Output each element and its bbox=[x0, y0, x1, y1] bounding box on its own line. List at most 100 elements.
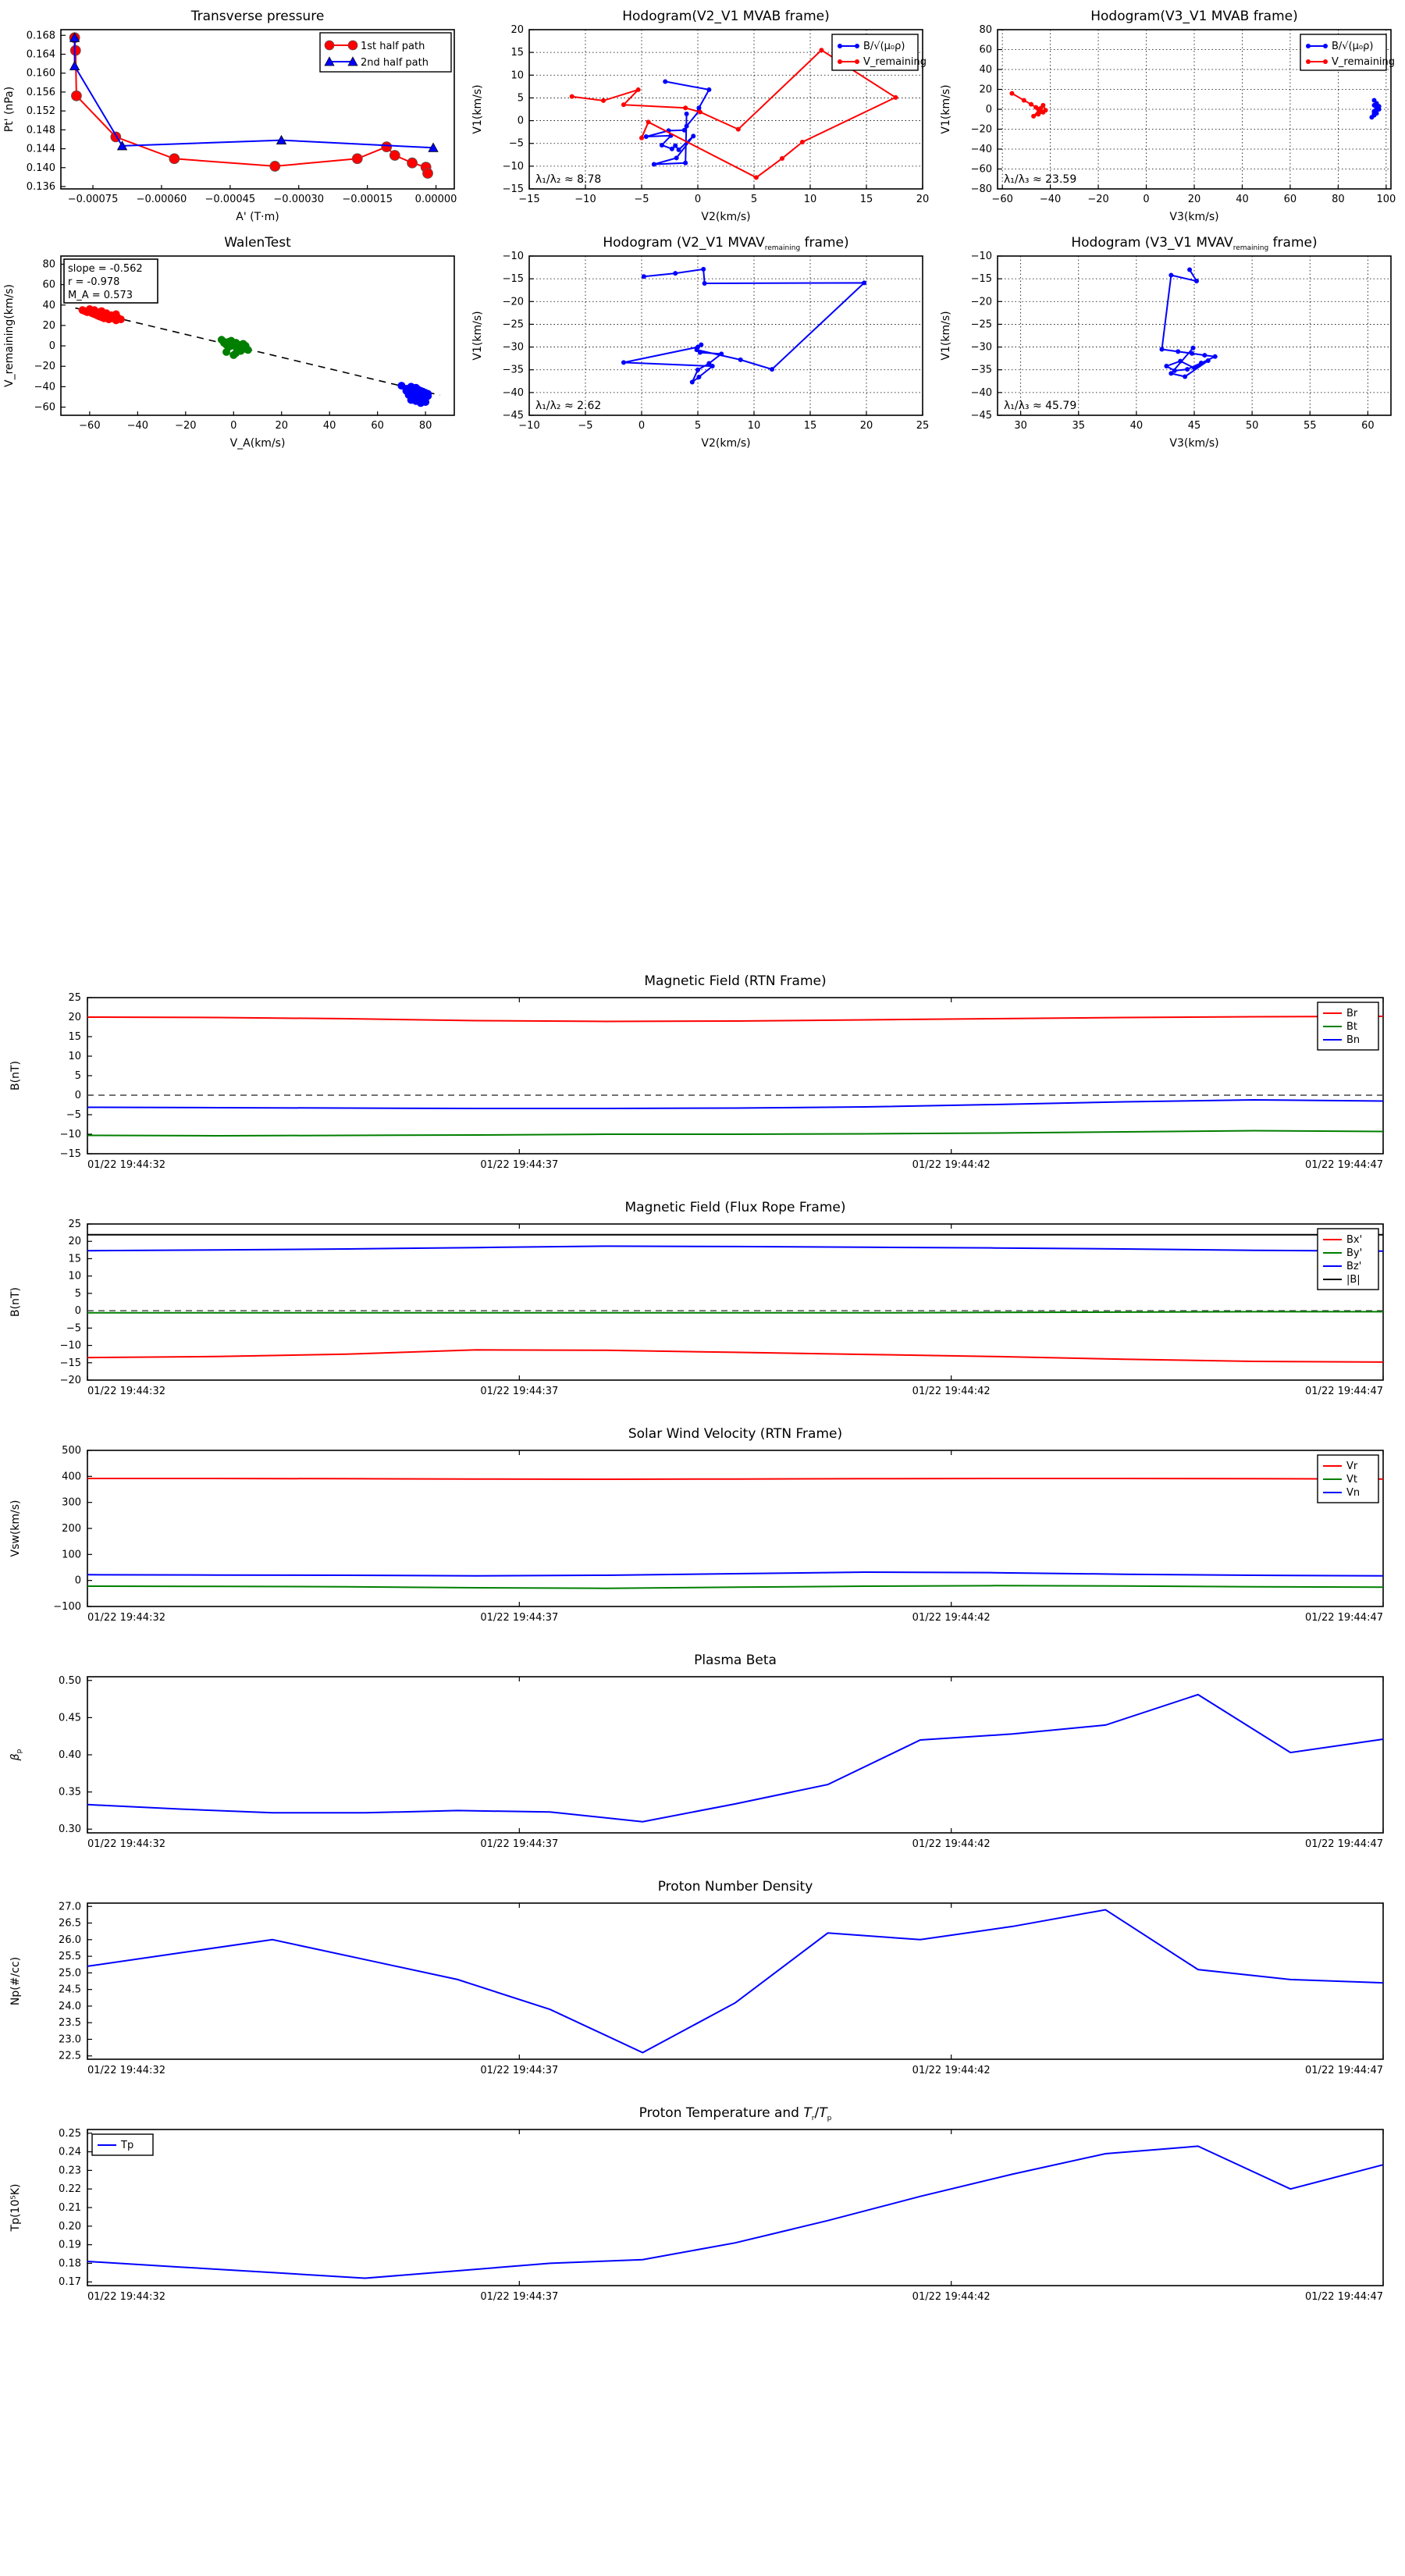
svg-text:−0.00030: −0.00030 bbox=[273, 194, 324, 205]
svg-text:0.24: 0.24 bbox=[59, 2147, 81, 2158]
svg-text:0.164: 0.164 bbox=[27, 48, 55, 60]
svg-text:0.25: 0.25 bbox=[59, 2128, 81, 2140]
svg-text:23.0: 23.0 bbox=[59, 2033, 81, 2045]
svg-text:0.17: 0.17 bbox=[59, 2276, 81, 2288]
panel-solar-wind-velocity: Solar Wind Velocity (RTN Frame) −100 0 100 2… bbox=[0, 1413, 1405, 1639]
svg-text:V1(km/s): V1(km/s) bbox=[940, 84, 952, 133]
svg-text:−10: −10 bbox=[971, 251, 992, 262]
panel-magnetic-field-rtn: Magnetic Field (RTN Frame) −15 −10 −5 0 5 10 15… bbox=[0, 960, 1405, 1187]
svg-text:−15: −15 bbox=[518, 194, 539, 205]
svg-text:25: 25 bbox=[916, 420, 930, 432]
svg-text:−10: −10 bbox=[518, 420, 539, 432]
svg-text:0.20: 0.20 bbox=[59, 2221, 81, 2233]
svg-text:5: 5 bbox=[518, 92, 524, 104]
svg-text:400: 400 bbox=[62, 1471, 81, 1482]
svg-text:B/√(μ₀ρ): B/√(μ₀ρ) bbox=[1332, 41, 1373, 52]
svg-text:Plasma Beta: Plasma Beta bbox=[694, 1653, 777, 1668]
svg-text:01/22 19:44:37: 01/22 19:44:37 bbox=[480, 1386, 558, 1397]
svg-text:V2(km/s): V2(km/s) bbox=[701, 437, 750, 450]
svg-text:Vr: Vr bbox=[1346, 1461, 1358, 1472]
svg-text:Bt: Bt bbox=[1346, 1021, 1357, 1033]
svg-text:V2(km/s): V2(km/s) bbox=[701, 211, 750, 223]
svg-text:Bn: Bn bbox=[1346, 1034, 1360, 1046]
svg-text:−40: −40 bbox=[971, 144, 992, 155]
svg-text:0.30: 0.30 bbox=[59, 1823, 81, 1835]
svg-text:0: 0 bbox=[695, 194, 701, 205]
svg-text:B/√(μ₀ρ): B/√(μ₀ρ) bbox=[863, 41, 905, 52]
svg-text:01/22 19:44:47: 01/22 19:44:47 bbox=[1305, 1838, 1383, 1850]
svg-text:−45: −45 bbox=[971, 410, 992, 422]
svg-text:−35: −35 bbox=[503, 365, 524, 376]
svg-text:−0.00075: −0.00075 bbox=[68, 194, 119, 205]
svg-text:0: 0 bbox=[75, 1305, 81, 1317]
svg-text:0.50: 0.50 bbox=[59, 1675, 81, 1687]
svg-text:βp: βp bbox=[9, 1749, 23, 1761]
svg-text:01/22 19:44:32: 01/22 19:44:32 bbox=[87, 1159, 165, 1171]
svg-text:−40: −40 bbox=[971, 387, 992, 399]
svg-text:01/22 19:44:47: 01/22 19:44:47 bbox=[1305, 2065, 1383, 2076]
svg-text:0.21: 0.21 bbox=[59, 2202, 81, 2214]
svg-text:−25: −25 bbox=[971, 318, 992, 330]
svg-text:80: 80 bbox=[42, 258, 55, 270]
svg-text:40: 40 bbox=[323, 420, 336, 432]
svg-text:By': By' bbox=[1346, 1247, 1362, 1259]
svg-text:300: 300 bbox=[62, 1497, 81, 1509]
svg-text:Magnetic Field (Flux Rope Fram: Magnetic Field (Flux Rope Frame) bbox=[625, 1200, 846, 1215]
svg-text:|B|: |B| bbox=[1346, 1274, 1361, 1286]
svg-text:−60: −60 bbox=[991, 194, 1012, 205]
svg-text:−15: −15 bbox=[971, 273, 992, 285]
svg-text:80: 80 bbox=[419, 420, 432, 432]
svg-text:01/22 19:44:47: 01/22 19:44:47 bbox=[1305, 1612, 1383, 1624]
svg-text:01/22 19:44:42: 01/22 19:44:42 bbox=[912, 2065, 991, 2076]
svg-text:V_remaining: V_remaining bbox=[863, 56, 927, 68]
svg-text:−35: −35 bbox=[971, 365, 992, 376]
svg-text:Transverse pressure: Transverse pressure bbox=[190, 9, 325, 24]
svg-text:20: 20 bbox=[916, 194, 930, 205]
svg-text:20: 20 bbox=[979, 84, 992, 96]
svg-text:26.5: 26.5 bbox=[59, 1918, 81, 1930]
svg-text:60: 60 bbox=[979, 44, 992, 56]
svg-text:0: 0 bbox=[1143, 194, 1149, 205]
svg-text:−60: −60 bbox=[34, 402, 55, 414]
svg-text:0: 0 bbox=[986, 104, 992, 116]
svg-text:−0.00015: −0.00015 bbox=[342, 194, 393, 205]
svg-text:0.35: 0.35 bbox=[59, 1787, 81, 1799]
svg-text:−20: −20 bbox=[175, 420, 196, 432]
svg-text:2nd half path: 2nd half path bbox=[361, 57, 429, 69]
svg-text:30: 30 bbox=[1014, 420, 1027, 432]
svg-text:01/22 19:44:32: 01/22 19:44:32 bbox=[87, 2291, 165, 2303]
svg-text:01/22 19:44:47: 01/22 19:44:47 bbox=[1305, 2291, 1383, 2303]
svg-text:0.00000: 0.00000 bbox=[415, 194, 457, 205]
svg-text:slope = -0.562: slope = -0.562 bbox=[68, 263, 143, 275]
svg-text:0: 0 bbox=[518, 116, 524, 127]
svg-text:0.144: 0.144 bbox=[27, 144, 55, 155]
svg-text:−5: −5 bbox=[66, 1322, 81, 1334]
svg-text:23.5: 23.5 bbox=[59, 2017, 81, 2029]
svg-text:0: 0 bbox=[638, 420, 645, 432]
svg-text:0: 0 bbox=[230, 420, 237, 432]
svg-text:V_remaining(km/s): V_remaining(km/s) bbox=[3, 284, 16, 387]
panel-hodogram-v3v1-mvab: Hodogram(V3_V1 MVAB frame) −60 −40 −20 0 20 40… bbox=[937, 0, 1405, 226]
svg-text:0.18: 0.18 bbox=[59, 2258, 81, 2269]
svg-text:V3(km/s): V3(km/s) bbox=[1169, 211, 1218, 223]
svg-text:01/22 19:44:47: 01/22 19:44:47 bbox=[1305, 1386, 1383, 1397]
svg-text:Solar Wind Velocity (RTN Frame: Solar Wind Velocity (RTN Frame) bbox=[628, 1426, 842, 1442]
svg-text:V3(km/s): V3(km/s) bbox=[1169, 437, 1218, 450]
panel-walen-test: WalenTest −60 −40 −20 0 20 40 60 80 −60 −40 −20 0 20 4… bbox=[0, 226, 468, 453]
svg-text:V_remaining: V_remaining bbox=[1332, 56, 1395, 68]
svg-text:01/22 19:44:47: 01/22 19:44:47 bbox=[1305, 1159, 1383, 1171]
svg-text:0: 0 bbox=[49, 340, 55, 352]
svg-text:10: 10 bbox=[68, 1271, 81, 1283]
svg-text:−30: −30 bbox=[971, 342, 992, 354]
svg-text:200: 200 bbox=[62, 1523, 81, 1535]
svg-text:0.40: 0.40 bbox=[59, 1749, 81, 1761]
panel-proton-number-density: Proton Number Density 22.5 23.0 23.5 24.0 24.… bbox=[0, 1866, 1405, 2092]
svg-text:5: 5 bbox=[75, 1070, 81, 1082]
svg-text:0.22: 0.22 bbox=[59, 2183, 81, 2195]
svg-text:−80: −80 bbox=[971, 183, 992, 195]
svg-text:0.136: 0.136 bbox=[27, 181, 55, 193]
svg-text:−45: −45 bbox=[503, 410, 524, 422]
svg-text:−100: −100 bbox=[53, 1601, 81, 1613]
svg-text:27.0: 27.0 bbox=[59, 1901, 81, 1912]
svg-text:01/22 19:44:42: 01/22 19:44:42 bbox=[912, 1159, 991, 1171]
